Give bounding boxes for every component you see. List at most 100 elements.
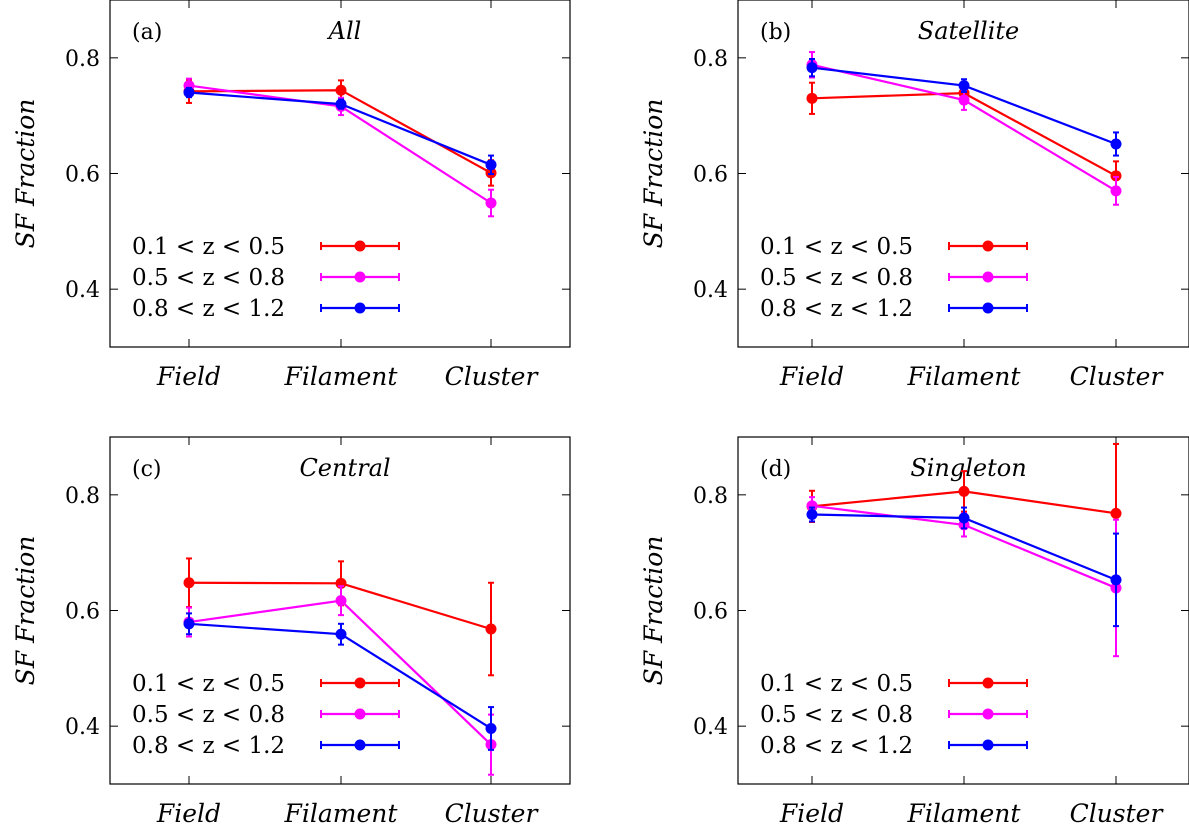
legend-entry: 0.5 < z < 0.8 xyxy=(132,702,400,728)
y-tick-label: 0.8 xyxy=(65,47,100,72)
legend-entry: 0.1 < z < 0.5 xyxy=(132,671,400,697)
legend-marker xyxy=(354,677,366,689)
legend-label: 0.8 < z < 1.2 xyxy=(760,296,913,322)
panel-b: 0.4 0.6 0.8 Field Filament Cluster SF Fraction… xyxy=(639,0,1189,391)
legend-marker xyxy=(354,302,366,314)
legend-entry: 0.1 < z < 0.5 xyxy=(132,234,400,260)
data-point xyxy=(1110,185,1122,197)
y-axis-label: SF Fraction xyxy=(11,99,40,249)
data-point xyxy=(183,618,195,630)
legend-marker xyxy=(354,240,366,252)
data-point xyxy=(806,62,818,74)
legend-marker xyxy=(982,240,994,252)
y-axis-label: SF Fraction xyxy=(639,536,668,686)
legend-entry: 0.5 < z < 0.8 xyxy=(132,265,400,291)
panel-label: (c) xyxy=(132,457,162,482)
panel-a: 0.4 0.6 0.8 Field Filament Cluster SF Fraction… xyxy=(11,0,571,391)
panel-label: (b) xyxy=(760,20,791,45)
legend-marker xyxy=(354,739,366,751)
series-3 xyxy=(806,57,1122,157)
data-point xyxy=(1110,574,1122,586)
legend-marker xyxy=(354,708,366,720)
panel-label: (d) xyxy=(760,457,791,482)
legend-marker xyxy=(354,271,366,283)
x-category-label: Filament xyxy=(907,362,1022,391)
panel-title: Central xyxy=(299,454,390,482)
legend-entry: 0.1 < z < 0.5 xyxy=(760,671,1028,697)
legend-label: 0.8 < z < 1.2 xyxy=(132,296,285,322)
y-tick-label: 0.4 xyxy=(65,278,100,303)
data-point xyxy=(485,722,497,734)
data-point xyxy=(958,512,970,524)
legend-label: 0.1 < z < 0.5 xyxy=(760,671,913,697)
data-point xyxy=(335,628,347,640)
legend-label: 0.5 < z < 0.8 xyxy=(760,265,913,291)
y-tick-label: 0.8 xyxy=(693,47,728,72)
data-point xyxy=(335,98,347,110)
series-3 xyxy=(806,506,1122,628)
legend-marker xyxy=(982,271,994,283)
data-point xyxy=(485,159,497,171)
y-axis-label: SF Fraction xyxy=(11,536,40,686)
legend-label: 0.1 < z < 0.5 xyxy=(132,671,285,697)
panel-d: 0.4 0.6 0.8 Field Filament Cluster SF Fraction… xyxy=(639,436,1189,824)
y-axis-label: SF Fraction xyxy=(639,99,668,249)
data-point xyxy=(1110,170,1122,182)
x-category-label: Cluster xyxy=(1070,799,1165,824)
legend-label: 0.5 < z < 0.8 xyxy=(132,265,285,291)
data-point xyxy=(183,577,195,589)
legend-marker xyxy=(982,708,994,720)
series-3 xyxy=(183,86,497,176)
x-category-label: Field xyxy=(779,362,844,391)
legend-entry: 0.8 < z < 1.2 xyxy=(760,733,1028,759)
y-tick-label: 0.8 xyxy=(693,484,728,509)
data-point xyxy=(806,500,818,512)
legend-entry: 0.8 < z < 1.2 xyxy=(132,296,400,322)
legend-entry: 0.5 < z < 0.8 xyxy=(760,265,1028,291)
legend-entry: 0.8 < z < 1.2 xyxy=(760,296,1028,322)
data-point xyxy=(958,94,970,106)
x-category-label: Cluster xyxy=(1070,362,1165,391)
x-category-label: Field xyxy=(779,799,844,824)
data-point xyxy=(806,92,818,104)
data-point xyxy=(485,197,497,209)
legend-label: 0.1 < z < 0.5 xyxy=(132,234,285,260)
y-tick-label: 0.6 xyxy=(693,600,728,625)
series-3 xyxy=(183,612,497,751)
legend-label: 0.1 < z < 0.5 xyxy=(760,234,913,260)
x-category-label: Cluster xyxy=(445,362,540,391)
data-point xyxy=(1110,507,1122,519)
panel-title: Satellite xyxy=(918,17,1019,45)
data-point xyxy=(335,595,347,607)
legend-entry: 0.1 < z < 0.5 xyxy=(760,234,1028,260)
legend-entry: 0.8 < z < 1.2 xyxy=(132,733,400,759)
x-category-label: Filament xyxy=(907,799,1022,824)
y-tick-label: 0.4 xyxy=(65,715,100,740)
x-category-label: Filament xyxy=(284,362,399,391)
data-point xyxy=(183,87,195,99)
data-point xyxy=(958,485,970,497)
data-point xyxy=(335,84,347,96)
panel-c: 0.4 0.6 0.8 Field Filament Cluster SF Fraction… xyxy=(11,436,571,824)
panel-label: (a) xyxy=(132,20,162,45)
legend-entry: 0.5 < z < 0.8 xyxy=(760,702,1028,728)
data-point xyxy=(958,80,970,92)
y-tick-label: 0.8 xyxy=(65,484,100,509)
panel-title: All xyxy=(327,17,362,45)
legend-marker xyxy=(982,302,994,314)
y-tick-label: 0.6 xyxy=(65,163,100,188)
data-point xyxy=(806,508,818,520)
data-point xyxy=(485,623,497,635)
legend-marker xyxy=(982,739,994,751)
data-point xyxy=(1110,138,1122,150)
legend-label: 0.5 < z < 0.8 xyxy=(132,702,285,728)
legend-label: 0.5 < z < 0.8 xyxy=(760,702,913,728)
plot-frame xyxy=(109,0,571,348)
y-tick-label: 0.6 xyxy=(65,600,100,625)
legend-marker xyxy=(982,677,994,689)
y-tick-label: 0.6 xyxy=(693,163,728,188)
x-category-label: Filament xyxy=(284,799,399,824)
y-tick-label: 0.4 xyxy=(693,278,728,303)
x-category-label: Field xyxy=(156,799,221,824)
